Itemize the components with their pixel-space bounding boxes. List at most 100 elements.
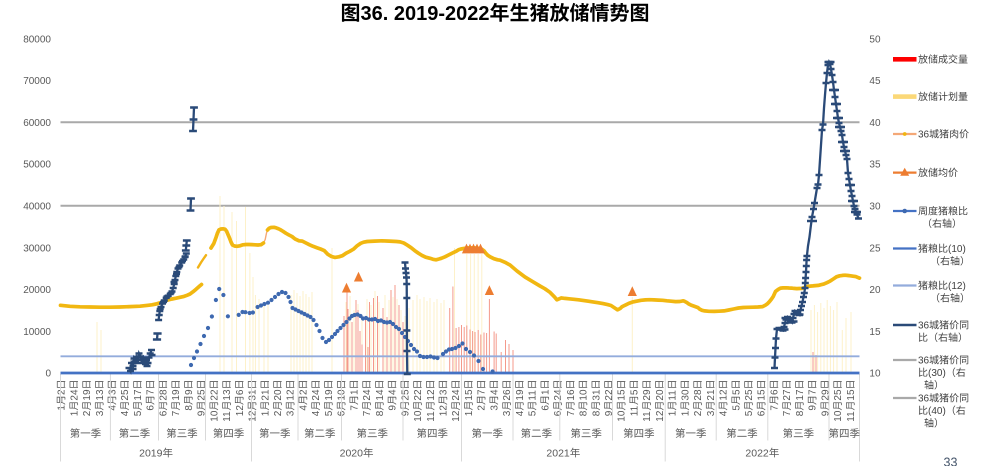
svg-text:13: 13 (95, 389, 106, 401)
svg-text:7: 7 (782, 410, 793, 416)
svg-text:4: 4 (489, 389, 500, 395)
svg-text:7: 7 (146, 389, 157, 395)
svg-text:24: 24 (311, 389, 322, 401)
svg-text:8: 8 (184, 405, 195, 411)
svg-text:36: 36 (918, 130, 930, 141)
svg-text:22: 22 (209, 389, 220, 401)
svg-text:28: 28 (693, 389, 704, 401)
svg-text:11: 11 (222, 411, 233, 422)
svg-text:6: 6 (337, 410, 348, 416)
svg-text:14: 14 (375, 389, 386, 401)
svg-text:1: 1 (680, 410, 691, 416)
svg-text:8: 8 (579, 410, 590, 416)
svg-text:10: 10 (413, 410, 424, 422)
svg-text:1: 1 (260, 410, 271, 416)
svg-text:1: 1 (540, 389, 551, 395)
svg-text:2019: 2019 (139, 448, 163, 460)
svg-text:5: 5 (324, 410, 335, 416)
svg-text:11: 11 (629, 405, 640, 416)
svg-text:11: 11 (846, 411, 857, 422)
svg-text:4: 4 (108, 405, 119, 411)
svg-text:28: 28 (158, 389, 169, 401)
svg-text:3: 3 (95, 410, 106, 416)
svg-text:4: 4 (120, 410, 131, 416)
svg-text:3: 3 (502, 410, 513, 416)
svg-text:4: 4 (515, 410, 526, 416)
svg-text:2: 2 (82, 410, 93, 416)
svg-text:36: 36 (918, 321, 930, 332)
svg-text:24: 24 (362, 389, 373, 401)
svg-text:24: 24 (553, 389, 564, 401)
svg-text:4: 4 (311, 410, 322, 416)
svg-text:9: 9 (808, 405, 819, 411)
svg-text:6: 6 (146, 405, 157, 411)
svg-text:25: 25 (833, 389, 844, 401)
svg-text:(12): (12) (948, 281, 966, 292)
svg-text:10: 10 (833, 410, 844, 422)
svg-text:30: 30 (869, 202, 881, 213)
svg-text:15: 15 (464, 389, 475, 401)
svg-text:3: 3 (286, 410, 297, 416)
svg-text:3: 3 (489, 405, 500, 411)
svg-text:9: 9 (184, 389, 195, 395)
svg-text:15: 15 (869, 327, 881, 338)
svg-text:5: 5 (528, 410, 539, 416)
svg-text:2021: 2021 (546, 448, 570, 460)
svg-text:13: 13 (222, 389, 233, 401)
svg-text:9: 9 (604, 410, 615, 416)
svg-text:36: 36 (918, 356, 930, 367)
svg-text:10: 10 (579, 389, 590, 401)
svg-text:25: 25 (869, 243, 881, 254)
svg-text:15: 15 (846, 389, 857, 401)
svg-text:17: 17 (795, 389, 806, 401)
svg-text:4: 4 (299, 405, 310, 411)
svg-text:6: 6 (540, 405, 551, 411)
svg-text:4: 4 (388, 389, 399, 395)
svg-text:7: 7 (349, 405, 360, 411)
svg-text:10: 10 (337, 389, 348, 401)
svg-text:10: 10 (617, 410, 628, 422)
svg-text:1: 1 (349, 389, 360, 395)
svg-text:29: 29 (820, 389, 831, 401)
svg-text:6: 6 (553, 410, 564, 416)
svg-text:2: 2 (299, 389, 310, 395)
svg-text:5: 5 (731, 389, 742, 395)
svg-text:45: 45 (869, 76, 881, 87)
svg-text:6: 6 (770, 389, 781, 395)
svg-text:(30): (30) (928, 368, 946, 379)
svg-text:5: 5 (731, 405, 742, 411)
svg-text:1: 1 (464, 410, 475, 416)
svg-text:25: 25 (744, 389, 755, 401)
svg-text:19: 19 (82, 389, 93, 401)
svg-text:12: 12 (719, 389, 730, 401)
svg-text:3: 3 (108, 389, 119, 395)
svg-text:22: 22 (604, 389, 615, 401)
svg-text:20: 20 (869, 285, 881, 296)
svg-text:20: 20 (655, 389, 666, 401)
svg-text:11: 11 (642, 411, 653, 422)
svg-text:21: 21 (260, 389, 271, 401)
svg-text:2: 2 (693, 410, 704, 416)
svg-text:25: 25 (197, 389, 208, 401)
svg-text:30: 30 (680, 389, 691, 401)
svg-text:7: 7 (808, 389, 819, 395)
svg-text:11: 11 (528, 390, 539, 401)
svg-text:25: 25 (400, 389, 411, 401)
svg-text:6: 6 (158, 410, 169, 416)
svg-text:19: 19 (171, 389, 182, 401)
svg-text:50000: 50000 (23, 160, 51, 171)
svg-text:10000: 10000 (23, 327, 51, 338)
svg-text:8: 8 (591, 410, 602, 416)
svg-text:60000: 60000 (23, 118, 51, 129)
svg-text:12: 12 (439, 405, 450, 417)
svg-text:33: 33 (944, 456, 958, 466)
svg-text:21: 21 (706, 389, 717, 401)
svg-text:5: 5 (629, 389, 640, 395)
svg-text:31: 31 (248, 389, 259, 401)
svg-text:6: 6 (235, 389, 246, 395)
svg-text:25: 25 (120, 389, 131, 401)
svg-text:9: 9 (388, 405, 399, 411)
svg-text:9: 9 (820, 410, 831, 416)
svg-text:29: 29 (642, 389, 653, 401)
svg-text:2022: 2022 (745, 448, 769, 460)
